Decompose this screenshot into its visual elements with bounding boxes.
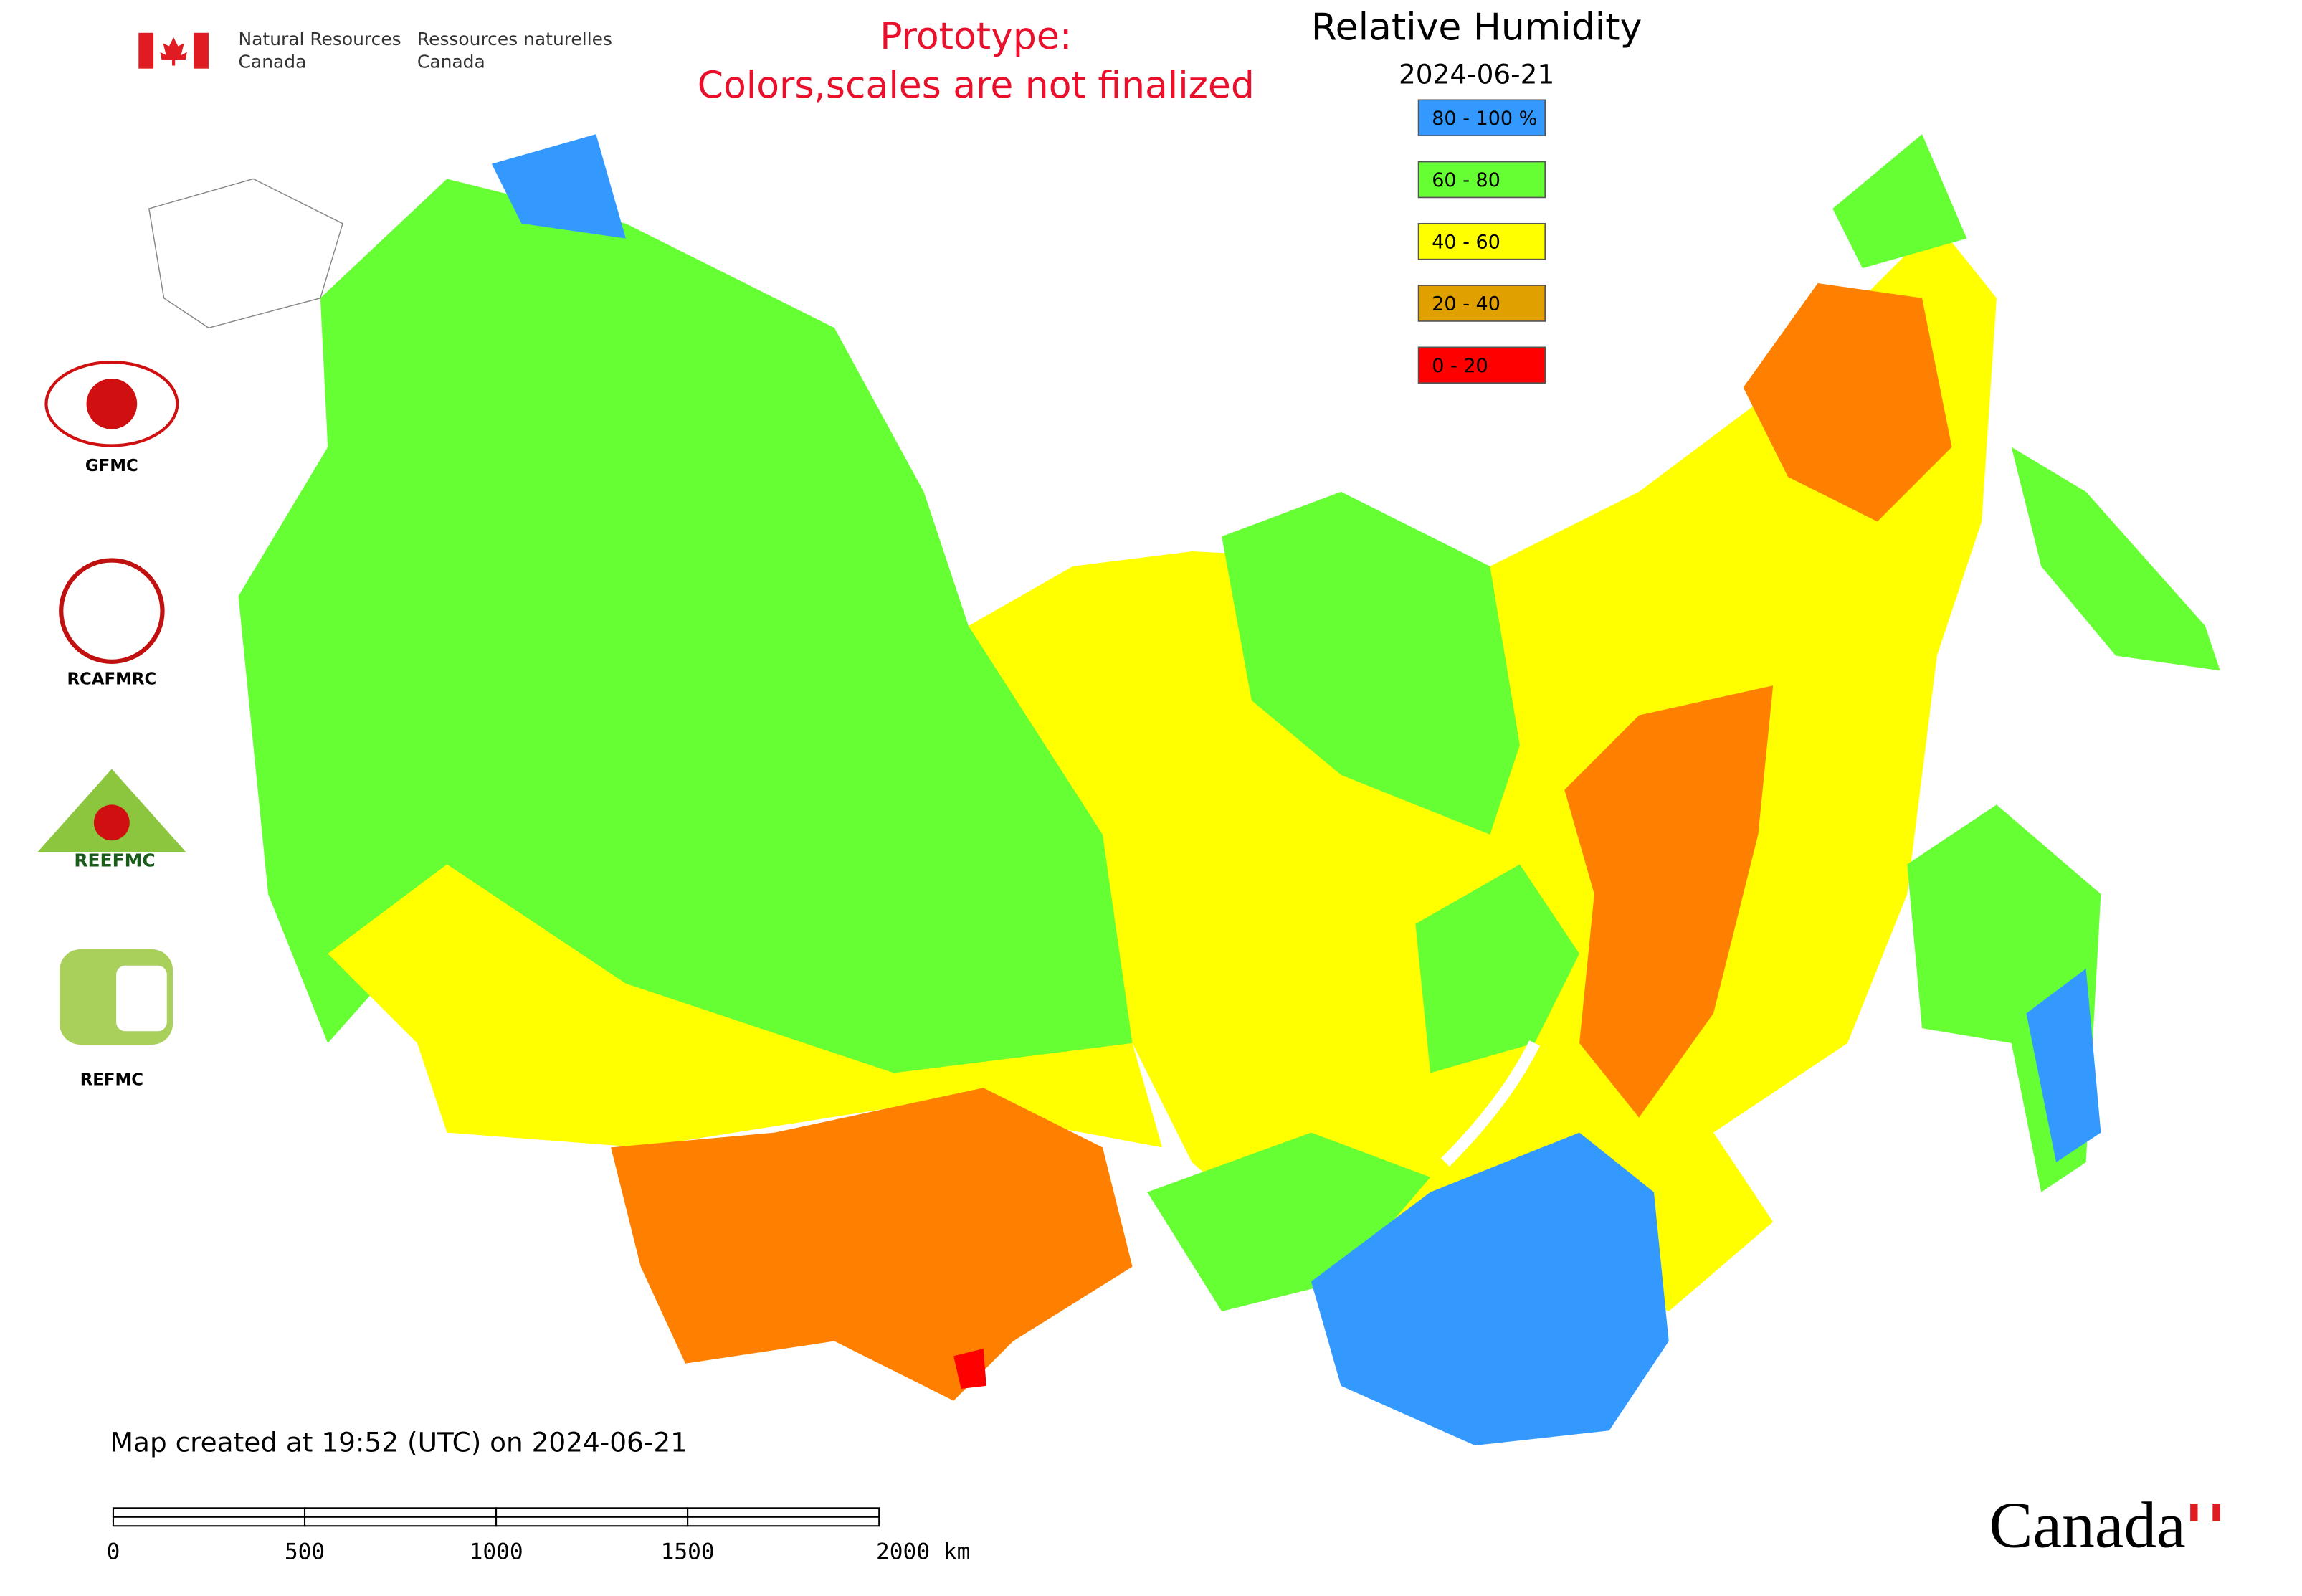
legend-swatch	[1417, 161, 1546, 199]
region-20-40	[1743, 282, 1952, 522]
region-60-80	[1415, 864, 1580, 1073]
agency-en: Canada	[239, 51, 307, 72]
region-60-80	[1147, 1132, 1431, 1311]
scale-label: 2000 km	[876, 1539, 970, 1565]
region-20-40	[1564, 685, 1774, 1118]
notice: Prototype:	[880, 15, 1072, 58]
agency-fr: Ressources naturelles	[417, 29, 612, 49]
scale-segment	[495, 1516, 689, 1527]
flag-bar	[138, 32, 154, 69]
scale-segment	[112, 1516, 306, 1527]
legend: 80 - 100 % 60 - 80 40 - 60 20 - 40 0 - 20	[1417, 99, 1546, 384]
region-60-80	[1832, 134, 1967, 269]
agency-en: Natural Resources	[239, 29, 401, 49]
scale-segment	[687, 1516, 880, 1527]
canada-wordmark: Canada	[1989, 1489, 2220, 1562]
region-80-100	[491, 134, 626, 239]
legend-swatch	[1417, 346, 1546, 384]
map-footer: Map created at 19:52 (UTC) on 2024-06-21	[110, 1426, 688, 1458]
gfmc-logo	[86, 378, 138, 429]
legend-label: 60 - 80	[1432, 169, 1500, 191]
maple-leaf	[160, 37, 187, 66]
flag-bar	[194, 32, 209, 69]
legend-swatch	[1417, 222, 1546, 260]
wordmark-flag	[2197, 1504, 2213, 1522]
wordmark: Canada	[1989, 1489, 2186, 1562]
legend-label: 80 - 100 %	[1432, 108, 1537, 130]
scale-segment	[112, 1507, 306, 1518]
gov-signature: Natural Resources Canada Ressources natu…	[138, 29, 612, 72]
notice: Colors,scales are not finalized	[698, 65, 1255, 108]
logo-label: RCAFMRC	[67, 670, 156, 688]
logo-label: REFMC	[80, 1070, 143, 1089]
logo-label: GFMC	[85, 457, 138, 475]
region-40-60	[328, 864, 1163, 1148]
scale-label: 500	[285, 1539, 325, 1565]
region-20-40	[611, 1088, 1133, 1401]
scale-bar: 0 500 1000 1500 2000 km	[107, 1507, 970, 1565]
reefmc-logo	[93, 804, 130, 841]
legend-swatch	[1417, 99, 1546, 137]
legend-label: 0 - 20	[1432, 355, 1488, 377]
refmc-logo	[116, 965, 167, 1032]
land-outline	[148, 178, 343, 329]
lake-baikal	[1441, 1040, 1541, 1167]
legend-label: 40 - 60	[1432, 231, 1500, 253]
region-60-80	[1222, 491, 1520, 835]
rcafmrc-logo	[59, 558, 165, 664]
scale-label: 0	[107, 1539, 120, 1565]
region-0-20	[953, 1348, 986, 1390]
map-title: Relative Humidity	[1311, 6, 1642, 49]
region-60-80	[2011, 447, 2220, 671]
region-80-100	[2026, 968, 2101, 1163]
logo-label: REEFMC	[74, 850, 155, 870]
partner-logos: GFMC RCAFMRC REEFMC REFMC	[37, 361, 186, 1089]
scale-label: 1500	[661, 1539, 715, 1565]
region-60-80	[238, 179, 1133, 1073]
scale-label: 1000	[470, 1539, 523, 1565]
agency-fr: Canada	[417, 51, 485, 72]
scale-segment	[687, 1507, 880, 1518]
map-date: 2024-06-21	[1399, 59, 1554, 90]
map-area	[148, 134, 2220, 1446]
legend-swatch	[1417, 285, 1546, 322]
scale-segment	[303, 1516, 498, 1527]
scale-segment	[495, 1507, 689, 1518]
scale-segment	[303, 1507, 498, 1518]
legend-label: 20 - 40	[1432, 293, 1500, 315]
region-80-100	[1311, 1132, 1669, 1446]
